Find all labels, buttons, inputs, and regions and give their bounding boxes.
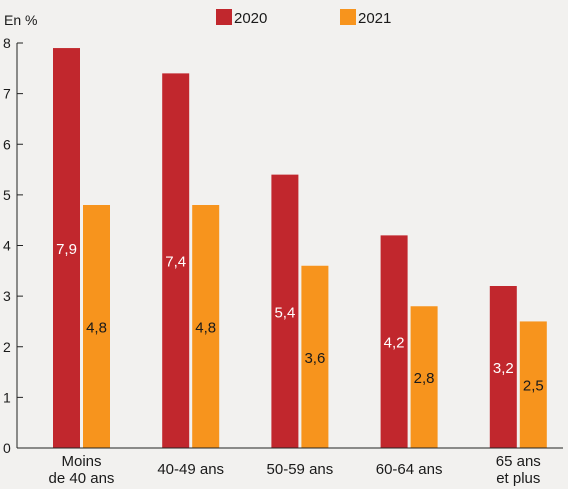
category-label: Moins de 40 ans [49, 453, 115, 487]
y-tick-label: 7 [3, 86, 11, 102]
value-label: 4,8 [195, 320, 216, 337]
legend-label-2020: 2020 [234, 10, 267, 27]
bars: 7,9 4,8 7,4 4,8 5,4 3,6 4,2 2,8 3,2 2,5 [53, 48, 547, 448]
y-tick-label: 3 [3, 288, 11, 304]
bar-2020-3 [380, 235, 408, 448]
value-label: 2,5 [523, 378, 544, 395]
bar-2020-4 [489, 286, 517, 448]
bar-2020-0 [53, 48, 80, 448]
y-tick-label: 6 [3, 136, 11, 152]
category-label: 40-49 ans [157, 461, 224, 478]
y-tick-label: 4 [3, 238, 11, 254]
bar-2021-0 [83, 205, 110, 448]
legend-swatch-2021 [340, 9, 356, 25]
y-tick-label: 2 [3, 339, 11, 355]
bar-2021-3 [410, 306, 438, 448]
category-label: 50-59 ans [267, 461, 334, 478]
y-tick-label: 5 [3, 187, 11, 203]
bar-2021-4 [519, 321, 547, 448]
y-tick-label: 1 [3, 389, 11, 405]
legend-swatch-2020 [216, 9, 232, 25]
category-label: 65 ans et plus [496, 453, 541, 487]
value-label: 4,2 [384, 335, 405, 352]
bar-2021-2 [301, 265, 329, 448]
value-label: 3,6 [304, 350, 325, 367]
y-tick-label: 0 [3, 440, 11, 456]
legend-label-2021: 2021 [358, 10, 391, 27]
y-axis: 0 1 2 3 4 5 6 7 8 [3, 35, 23, 456]
category-label: 60-64 ans [376, 461, 443, 478]
value-label: 7,9 [56, 241, 77, 258]
x-axis: Moins de 40 ans 40-49 ans 50-59 ans 60-64 an… [17, 447, 563, 487]
unit-label: En % [4, 12, 37, 28]
y-tick-label: 8 [3, 35, 11, 51]
legend: 2020 2021 [216, 9, 391, 27]
value-label: 4,8 [86, 320, 107, 337]
bar-2021-1 [192, 205, 220, 448]
value-label: 3,2 [493, 360, 514, 377]
bar-2020-2 [271, 174, 299, 448]
bar-2020-1 [162, 73, 190, 448]
value-label: 7,4 [165, 254, 186, 271]
value-label: 5,4 [274, 304, 295, 321]
value-label: 2,8 [414, 370, 435, 387]
